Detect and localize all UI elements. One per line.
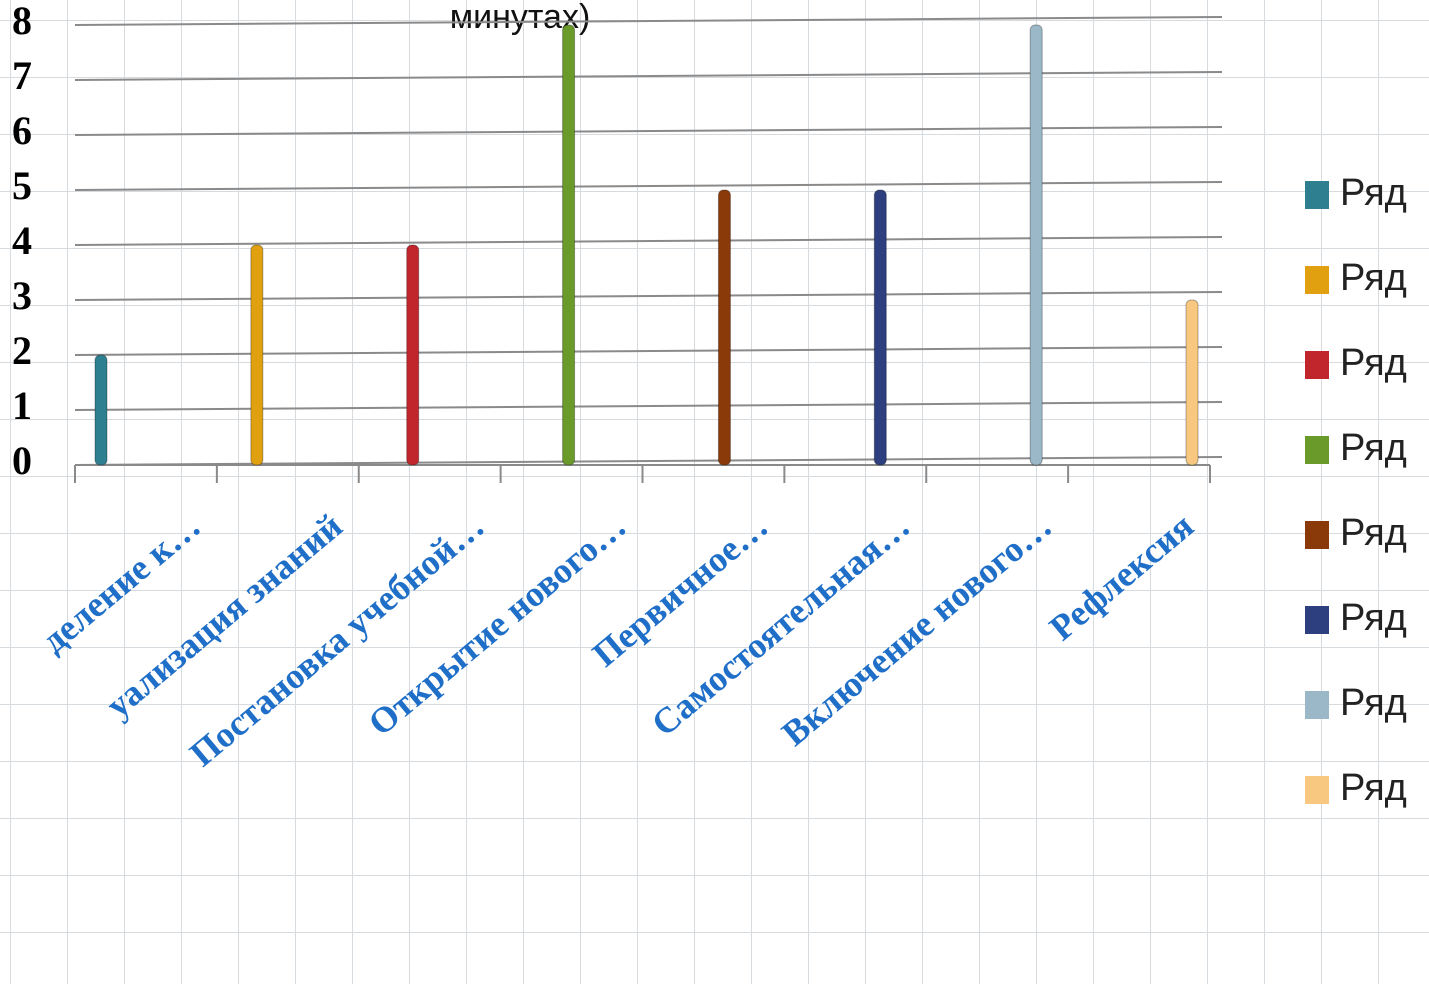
legend-label: Ряд xyxy=(1340,597,1407,639)
y-tick-label: 8 xyxy=(12,0,32,43)
legend-swatch xyxy=(1305,776,1329,804)
x-tick-label: Самостоятельная… xyxy=(644,505,917,743)
x-tick-label: Рефлексия xyxy=(1042,505,1201,648)
bar xyxy=(1029,24,1043,466)
legend-label: Ряд xyxy=(1340,767,1407,809)
legend-swatch xyxy=(1305,181,1329,209)
grid-line xyxy=(74,126,1223,136)
x-tick-label: уализация знаний xyxy=(98,505,349,725)
legend-swatch xyxy=(1305,266,1329,294)
grid-line xyxy=(74,71,1223,81)
legend-swatch xyxy=(1305,606,1329,634)
grid-line xyxy=(74,291,1223,301)
legend-label: Ряд xyxy=(1340,342,1407,384)
legend-label: Ряд xyxy=(1340,427,1407,469)
y-tick-label: 1 xyxy=(12,383,32,428)
grid-line xyxy=(74,456,1223,466)
y-tick-label: 4 xyxy=(12,218,32,263)
y-tick-label: 6 xyxy=(12,108,32,153)
legend-swatch xyxy=(1305,351,1329,379)
bar xyxy=(94,354,108,466)
bar xyxy=(873,189,887,466)
grid-line xyxy=(74,346,1223,356)
grid-line xyxy=(74,236,1223,246)
x-tick-label: Открытие нового… xyxy=(361,505,634,743)
bar xyxy=(717,189,731,466)
y-tick-label: 5 xyxy=(12,163,32,208)
grid-line xyxy=(74,181,1223,191)
y-tick-label: 7 xyxy=(12,53,32,98)
y-tick-label: 2 xyxy=(12,328,32,373)
grid-line xyxy=(74,16,1223,26)
bar xyxy=(562,24,576,466)
y-tick-label: 0 xyxy=(12,438,32,483)
legend-swatch xyxy=(1305,436,1329,464)
y-tick-label: 3 xyxy=(12,273,32,318)
legend-label: Ряд xyxy=(1340,257,1407,299)
legend-swatch xyxy=(1305,521,1329,549)
legend-label: Ряд xyxy=(1340,172,1407,214)
x-tick-label: Включение нового… xyxy=(774,505,1059,753)
legend-label: Ряд xyxy=(1340,512,1407,554)
bar xyxy=(250,244,264,466)
bar xyxy=(1185,299,1199,466)
legend-swatch xyxy=(1305,691,1329,719)
grid-line xyxy=(74,401,1223,411)
legend-label: Ряд xyxy=(1340,682,1407,724)
bar xyxy=(406,244,420,466)
